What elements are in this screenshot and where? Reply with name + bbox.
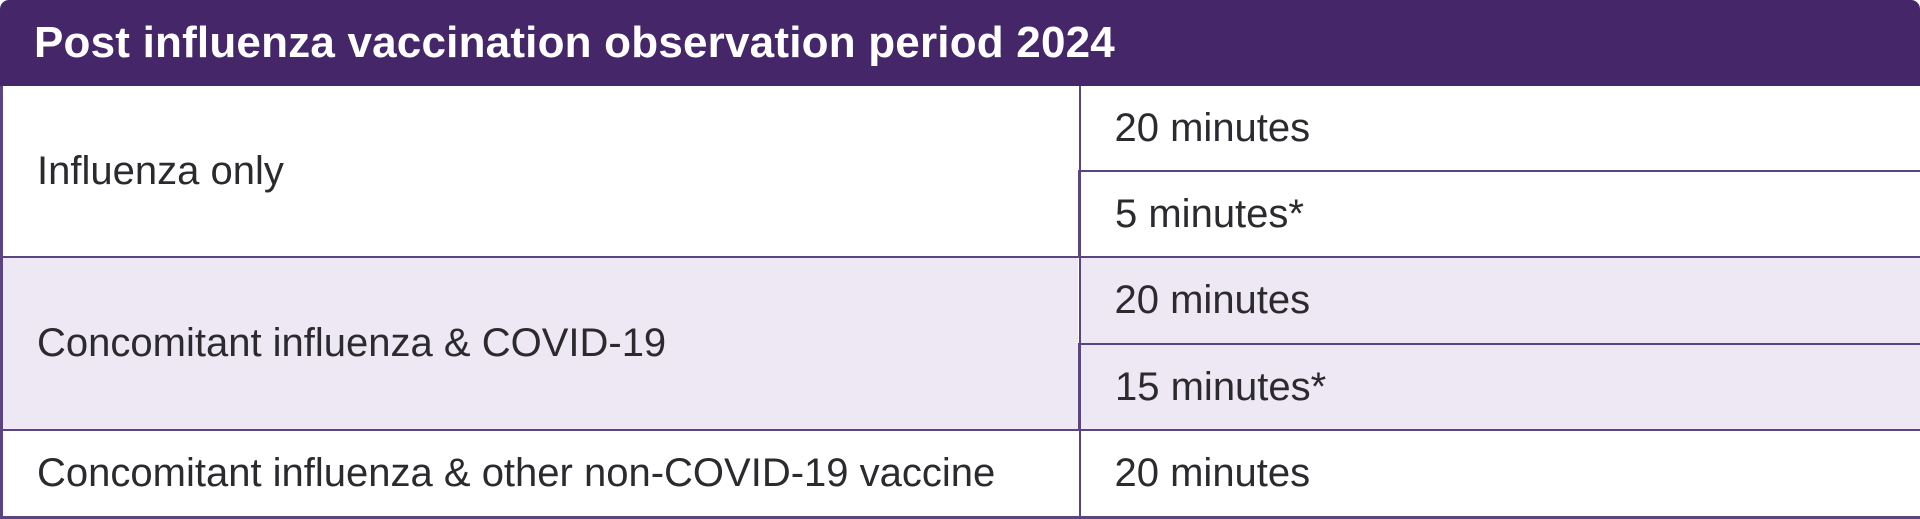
table-row-concomitant-other: Concomitant influenza & other non-COVID-… (0, 429, 1920, 519)
table-row-influenza-only-alt: 5 minutes* (2, 170, 1920, 259)
table-title-bar: Post influenza vaccination observation p… (0, 0, 1920, 86)
table-row-concomitant-covid-alt: 15 minutes* (2, 343, 1920, 432)
cell-influenza-only-value-2: 5 minutes* (1078, 170, 1920, 259)
cell-influenza-only-value-1: 20 minutes (1078, 86, 1920, 173)
cell-concomitant-covid-value-2: 15 minutes* (1078, 343, 1920, 432)
table-row-concomitant-covid: Concomitant influenza & COVID-19 20 minu… (0, 256, 1920, 432)
cell-concomitant-covid-value-1: 20 minutes (1078, 256, 1920, 346)
observation-period-table: Influenza only 20 minutes 5 minutes* Con… (0, 86, 1920, 519)
table-title: Post influenza vaccination observation p… (34, 18, 1115, 67)
cell-concomitant-other-value-1: 20 minutes (1078, 429, 1920, 519)
table-row-influenza-only: Influenza only 20 minutes (0, 86, 1920, 259)
row-label-concomitant-other: Concomitant influenza & other non-COVID-… (0, 429, 1081, 519)
row-label-influenza-only: Influenza only (0, 86, 1081, 259)
row-label-concomitant-covid: Concomitant influenza & COVID-19 (0, 256, 1081, 432)
